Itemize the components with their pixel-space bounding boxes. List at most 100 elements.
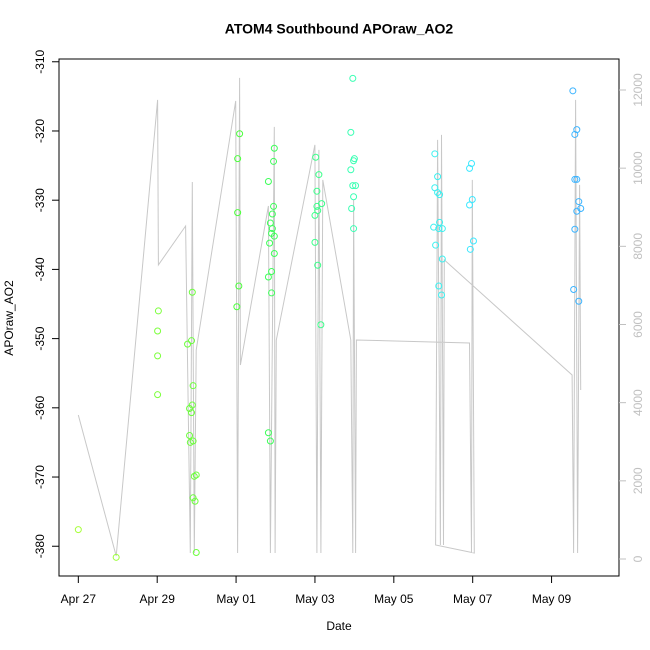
point: [266, 437, 274, 445]
y2-tick-label: 0: [631, 555, 645, 562]
point: [74, 526, 82, 534]
point: [350, 157, 358, 165]
point: [235, 282, 243, 290]
point: [434, 189, 442, 197]
point: [314, 261, 322, 269]
point: [270, 157, 278, 165]
point: [430, 223, 438, 231]
point: [466, 245, 474, 253]
point: [436, 191, 444, 199]
point: [154, 391, 162, 399]
point: [190, 472, 198, 480]
point: [466, 164, 474, 172]
plot-frame: [58, 58, 620, 577]
point: [268, 267, 276, 275]
point: [432, 241, 440, 249]
y-tick-label: -360: [33, 395, 47, 419]
point: [112, 553, 120, 561]
point: [350, 225, 358, 233]
point: [311, 238, 319, 246]
point: [575, 198, 583, 206]
point: [314, 207, 322, 215]
point: [438, 225, 446, 233]
point: [469, 237, 477, 245]
x-tick-label: May 03: [295, 592, 335, 606]
point: [349, 182, 357, 190]
point: [264, 178, 272, 186]
x-tick-label: May 09: [532, 592, 572, 606]
y2-tick-label: 4000: [631, 389, 645, 416]
y-tick-label: -330: [33, 188, 47, 212]
point: [270, 249, 278, 257]
point: [234, 155, 242, 163]
point: [571, 175, 579, 183]
point: [573, 126, 581, 134]
y-tick-label: -370: [33, 465, 47, 489]
point: [569, 87, 577, 95]
point: [571, 225, 579, 233]
point: [270, 144, 278, 152]
point: [270, 232, 278, 240]
y-axis-title: APOraw_AO2: [2, 280, 16, 356]
point: [264, 429, 272, 437]
point: [570, 285, 578, 293]
y-tick-label: -340: [33, 257, 47, 281]
point: [188, 401, 196, 409]
point: [435, 282, 443, 290]
point: [268, 225, 276, 233]
point: [313, 202, 321, 210]
x-tick-label: Apr 27: [61, 592, 97, 606]
point: [270, 202, 278, 210]
point: [577, 204, 585, 212]
point: [234, 209, 242, 217]
point: [268, 210, 276, 218]
point: [434, 173, 442, 181]
point: [573, 175, 581, 183]
point: [192, 548, 200, 556]
altitude-line: [77, 77, 582, 557]
point: [264, 273, 272, 281]
point: [347, 128, 355, 136]
y2-tick-label: 10000: [631, 151, 645, 185]
x-tick-label: May 01: [216, 592, 256, 606]
point: [189, 382, 197, 390]
point: [236, 130, 244, 138]
point: [348, 204, 356, 212]
y-tick-label: -310: [33, 49, 47, 73]
x-tick-label: May 05: [374, 592, 414, 606]
y-tick-label: -320: [33, 119, 47, 143]
point: [188, 337, 196, 345]
point: [154, 352, 162, 360]
point: [350, 193, 358, 201]
point: [233, 303, 241, 311]
point: [189, 494, 197, 502]
point: [575, 297, 583, 305]
x-tick-label: Apr 29: [140, 592, 176, 606]
point: [468, 195, 476, 203]
point: [438, 291, 446, 299]
point: [186, 432, 194, 440]
y2-tick-label: 8000: [631, 233, 645, 260]
point: [188, 409, 196, 417]
point: [268, 289, 276, 297]
point: [313, 187, 321, 195]
point: [435, 225, 443, 233]
y2-tick-label: 6000: [631, 311, 645, 338]
point: [191, 497, 199, 505]
point: [347, 166, 355, 174]
point: [431, 150, 439, 158]
point: [188, 288, 196, 296]
point: [184, 340, 192, 348]
point: [186, 438, 194, 446]
x-tick-label: May 07: [453, 592, 493, 606]
point: [317, 321, 325, 329]
point: [266, 239, 274, 247]
point: [438, 255, 446, 263]
y-tick-label: -350: [33, 326, 47, 350]
point: [312, 153, 320, 161]
point: [466, 201, 474, 209]
point: [352, 182, 360, 190]
y2-tick-label: 2000: [631, 467, 645, 494]
